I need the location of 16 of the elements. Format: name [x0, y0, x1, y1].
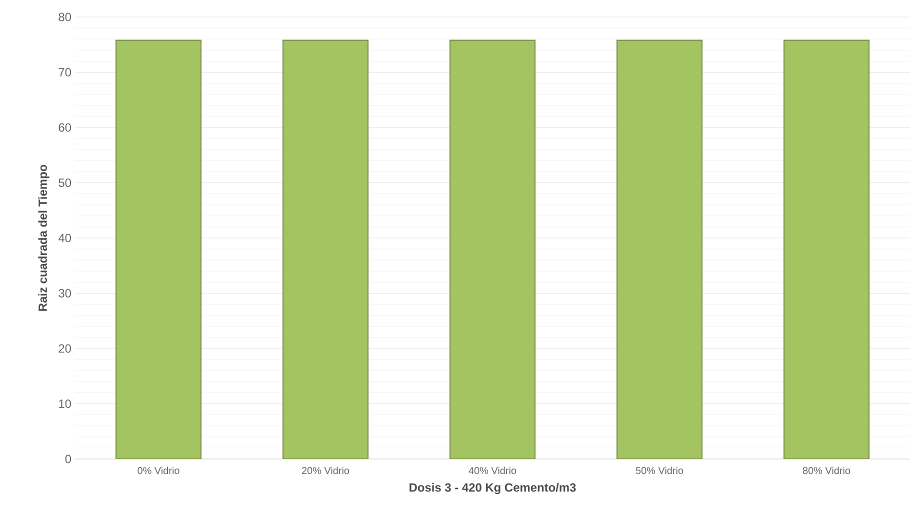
- x-tick-label: 50% Vidrio: [636, 466, 684, 474]
- y-tick-label: 0: [65, 454, 72, 464]
- y-tick-label: 60: [58, 123, 72, 132]
- y-axis-title: Raiz cuadrada del Tiempo: [38, 164, 50, 311]
- x-tick-label: 80% Vidrio: [802, 466, 850, 474]
- x-tick-label: 20% Vidrio: [302, 466, 350, 474]
- x-axis-title: Dosis 3 - 420 Kg Cemento/m3: [410, 482, 576, 494]
- y-tick-label: 70: [58, 68, 72, 76]
- y-tick-label: 80: [58, 12, 72, 22]
- y-tick-label: 40: [58, 234, 72, 242]
- y-tick-label: 50: [58, 178, 72, 187]
- x-tick-label: 0% Vidrio: [138, 466, 180, 474]
- y-tick-label: 20: [58, 344, 72, 353]
- x-tick-label: 40% Vidrio: [468, 466, 516, 474]
- y-tick-label: 10: [59, 400, 72, 408]
- y-tick-label: 30: [58, 289, 72, 298]
